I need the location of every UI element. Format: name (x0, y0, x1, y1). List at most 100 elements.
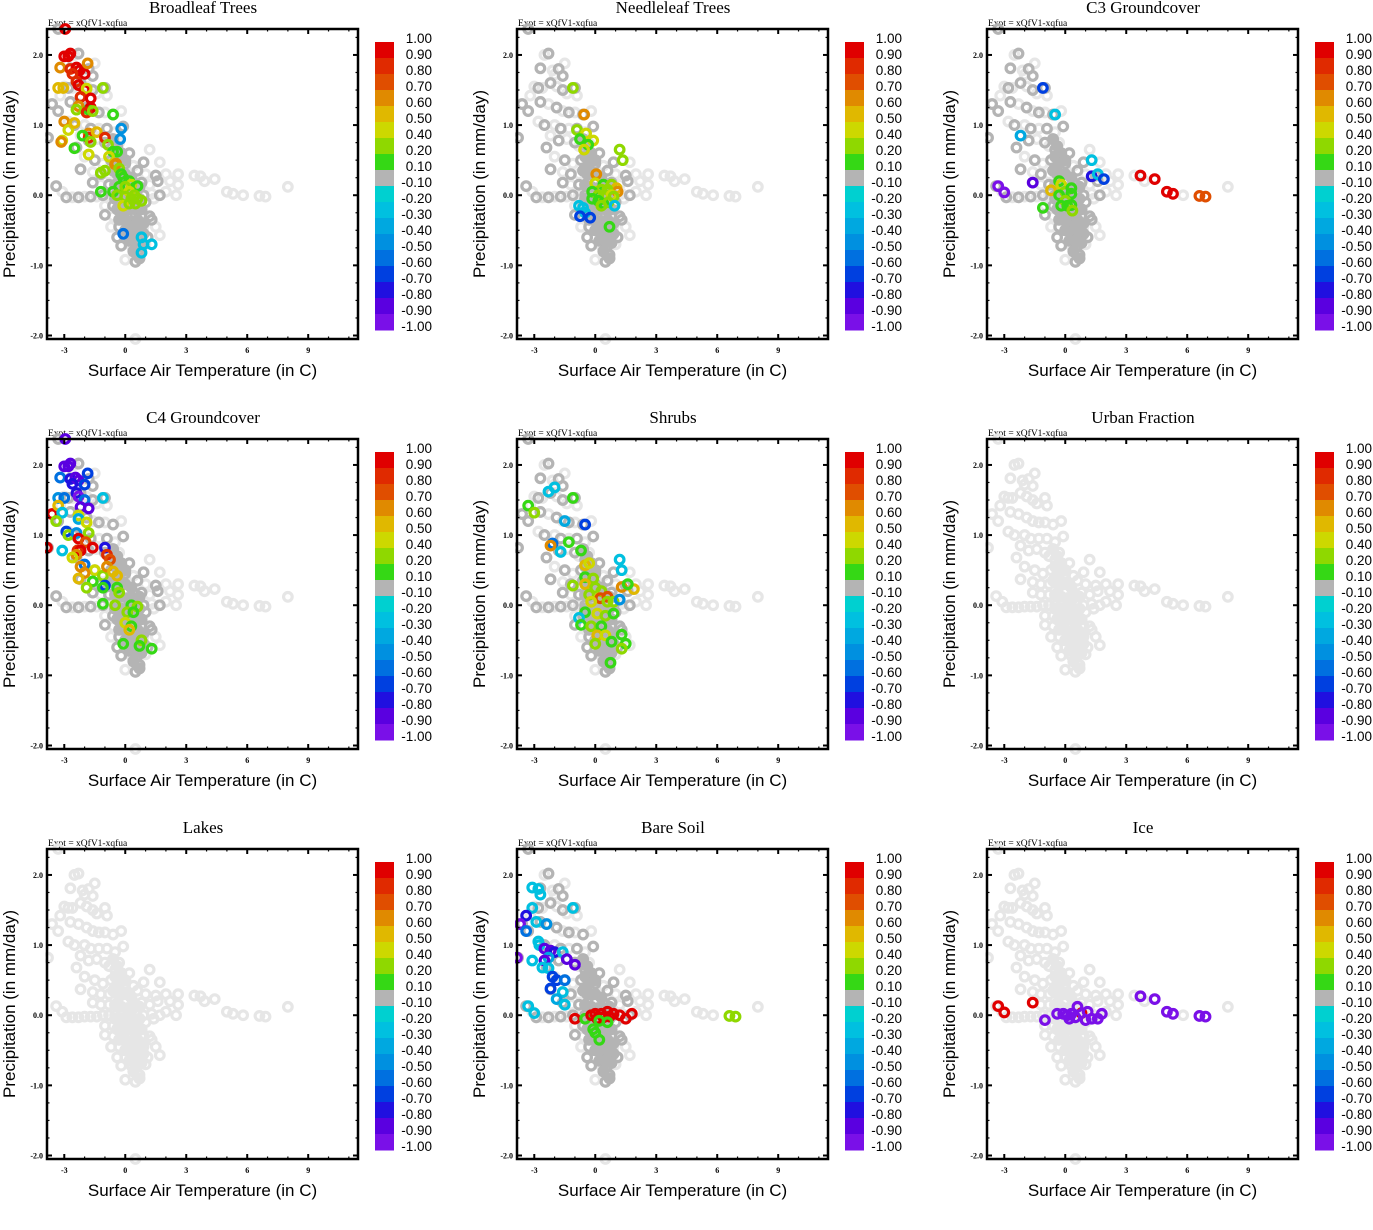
background-point (640, 189, 652, 202)
y-tick-label: -1.0 (30, 261, 43, 270)
colorbar-segment (845, 500, 864, 517)
x-tick-label: 9 (1246, 756, 1250, 765)
neutral-point (123, 147, 136, 160)
colorbar-segment (845, 862, 864, 879)
data-point (1167, 187, 1179, 200)
data-point (998, 1006, 1011, 1019)
colorbar-label: 0.50 (406, 111, 432, 126)
data-point (558, 998, 571, 1011)
colorbar-label: -0.50 (1341, 1059, 1372, 1074)
background-point (1083, 143, 1096, 156)
data-point (86, 575, 99, 588)
background-point (64, 882, 77, 895)
y-tick-label: -1.0 (30, 671, 43, 680)
data-point (528, 1007, 541, 1020)
neutral-point (149, 169, 162, 182)
x-tick-label: 9 (1246, 346, 1250, 355)
core-fill (133, 1012, 146, 1025)
data-point (109, 599, 121, 612)
neutral-point (607, 976, 620, 989)
background-point (729, 600, 742, 613)
colorbar-segment (845, 218, 864, 235)
y-tick-label: -2.0 (500, 331, 513, 340)
x-tick-label: -3 (531, 1166, 538, 1175)
colorbar-segment (375, 548, 394, 565)
x-tick-label: 9 (776, 346, 780, 355)
neutral-point (101, 532, 113, 545)
neutral-point (556, 70, 569, 82)
colorbar-label: 0.80 (1346, 883, 1372, 898)
neutral-point (1004, 96, 1017, 108)
background-point (1014, 539, 1027, 552)
background-point (1006, 902, 1019, 914)
core-fill (135, 1056, 148, 1069)
data-point (1014, 129, 1027, 142)
data-point (1039, 1014, 1051, 1027)
neutral-point (1012, 47, 1025, 60)
neutral-point (554, 1010, 567, 1023)
neutral-point (544, 163, 557, 176)
data-point (81, 467, 94, 480)
neutral-point (52, 105, 65, 117)
colorbar-segment (375, 628, 394, 645)
data-point (522, 1000, 535, 1013)
data-point (548, 481, 561, 494)
colorbar-label: -0.80 (401, 697, 432, 712)
background-point (1110, 599, 1122, 612)
colorbar-label: -0.90 (401, 303, 432, 318)
background-point (1055, 925, 1068, 937)
core-fill (1077, 1047, 1090, 1060)
y-tick-label: 0.0 (33, 1011, 43, 1020)
neutral-point (1053, 220, 1066, 233)
neutral-point (534, 472, 547, 485)
core-fill (133, 1000, 146, 1013)
background-point (1026, 925, 1039, 937)
data-point (70, 527, 83, 539)
data-point (82, 148, 95, 161)
colorbar-label: -0.80 (871, 697, 902, 712)
neutral-point (1055, 210, 1068, 223)
neutral-point (109, 553, 121, 566)
colorbar-label: 0.20 (406, 143, 432, 158)
neutral-point (544, 897, 557, 909)
colorbar-segment (845, 106, 864, 123)
colorbar-segment (375, 942, 394, 959)
background-point (119, 253, 132, 266)
colorbar-segment (375, 468, 394, 485)
neutral-point (587, 940, 600, 953)
colorbar-label: 0.50 (1346, 931, 1372, 946)
colorbar-label: -1.00 (1341, 319, 1372, 334)
background-point (548, 560, 561, 573)
neutral-point (599, 1075, 612, 1088)
colorbar-label: -1.00 (1341, 1139, 1372, 1154)
colorbar-segment (845, 692, 864, 709)
panel-urban-fraction: Urban Fraction Expt = xQfV1-xqfua -3 0 3 6 9 2.… (940, 410, 1373, 820)
neutral-point (583, 220, 596, 233)
points-layer (515, 433, 764, 755)
colorbar-label: -0.10 (401, 995, 432, 1010)
neutral-point (587, 530, 600, 543)
colorbar-segment (1315, 202, 1334, 219)
background-point (74, 983, 87, 996)
neutral-point (558, 154, 571, 167)
colorbar-label: -0.80 (871, 1107, 902, 1122)
background-point (1093, 1049, 1106, 1062)
colorbar-segment (845, 516, 864, 533)
background-point (78, 190, 91, 203)
data-point (96, 569, 109, 582)
data-point (1065, 187, 1078, 200)
background-point (1112, 588, 1125, 601)
neutral-point (597, 230, 610, 242)
colorbar-label: 1.00 (876, 31, 902, 46)
colorbar-label: 0.40 (876, 947, 902, 962)
core-fill (1073, 602, 1086, 615)
neutral-point (542, 457, 555, 470)
background-point (658, 169, 671, 182)
colorbar-label: 0.60 (876, 505, 902, 520)
background-point (208, 173, 221, 185)
colorbar-label: 0.50 (876, 521, 902, 536)
y-axis-label: Precipitation (in mm/day) (470, 90, 489, 278)
colorbar-label: -0.80 (871, 287, 902, 302)
colorbar-segment (1315, 628, 1334, 645)
points-layer (985, 433, 1234, 755)
